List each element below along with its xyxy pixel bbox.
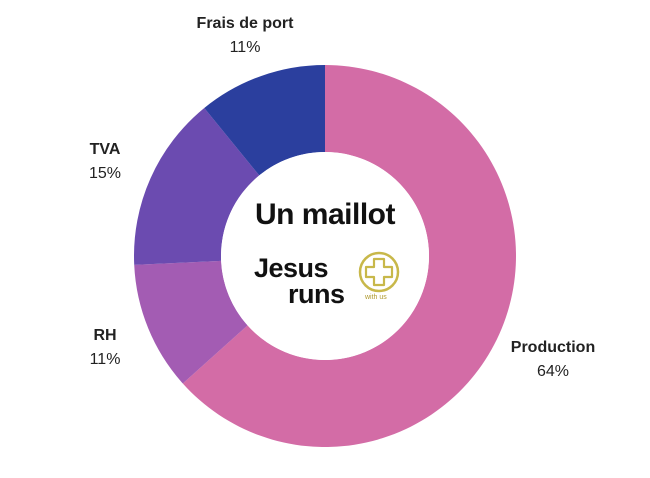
plus-circle-icon <box>358 251 400 293</box>
slice-label-production: Production 64% <box>483 336 623 384</box>
slice-percent: 15% <box>88 165 122 182</box>
slice-name: RH <box>93 327 117 344</box>
donut-hole <box>221 152 429 360</box>
logo-tagline: with us <box>365 294 387 301</box>
slice-name: Frais de port <box>196 15 294 32</box>
logo-word-jesus: Jesus <box>254 253 329 283</box>
slice-percent: 64% <box>536 363 570 380</box>
slice-label-tva: TVA 15% <box>35 138 175 186</box>
slice-percent: 11% <box>89 351 121 368</box>
slice-label-frais-de-port: Frais de port 11% <box>175 12 315 60</box>
slice-production <box>182 65 517 447</box>
jesus-runs-logo: Jesus runs with us <box>250 250 410 310</box>
chart-title: Un maillot <box>254 198 396 231</box>
slice-percent: 11% <box>229 39 261 56</box>
slice-label-rh: RH 11% <box>35 324 175 372</box>
slice-tva <box>134 108 260 265</box>
slice-name: Production <box>510 339 596 356</box>
slice-rh <box>134 260 248 384</box>
slice-frais-de-port <box>204 65 325 176</box>
logo-word-runs: runs <box>288 279 345 309</box>
slice-name: TVA <box>89 141 121 158</box>
